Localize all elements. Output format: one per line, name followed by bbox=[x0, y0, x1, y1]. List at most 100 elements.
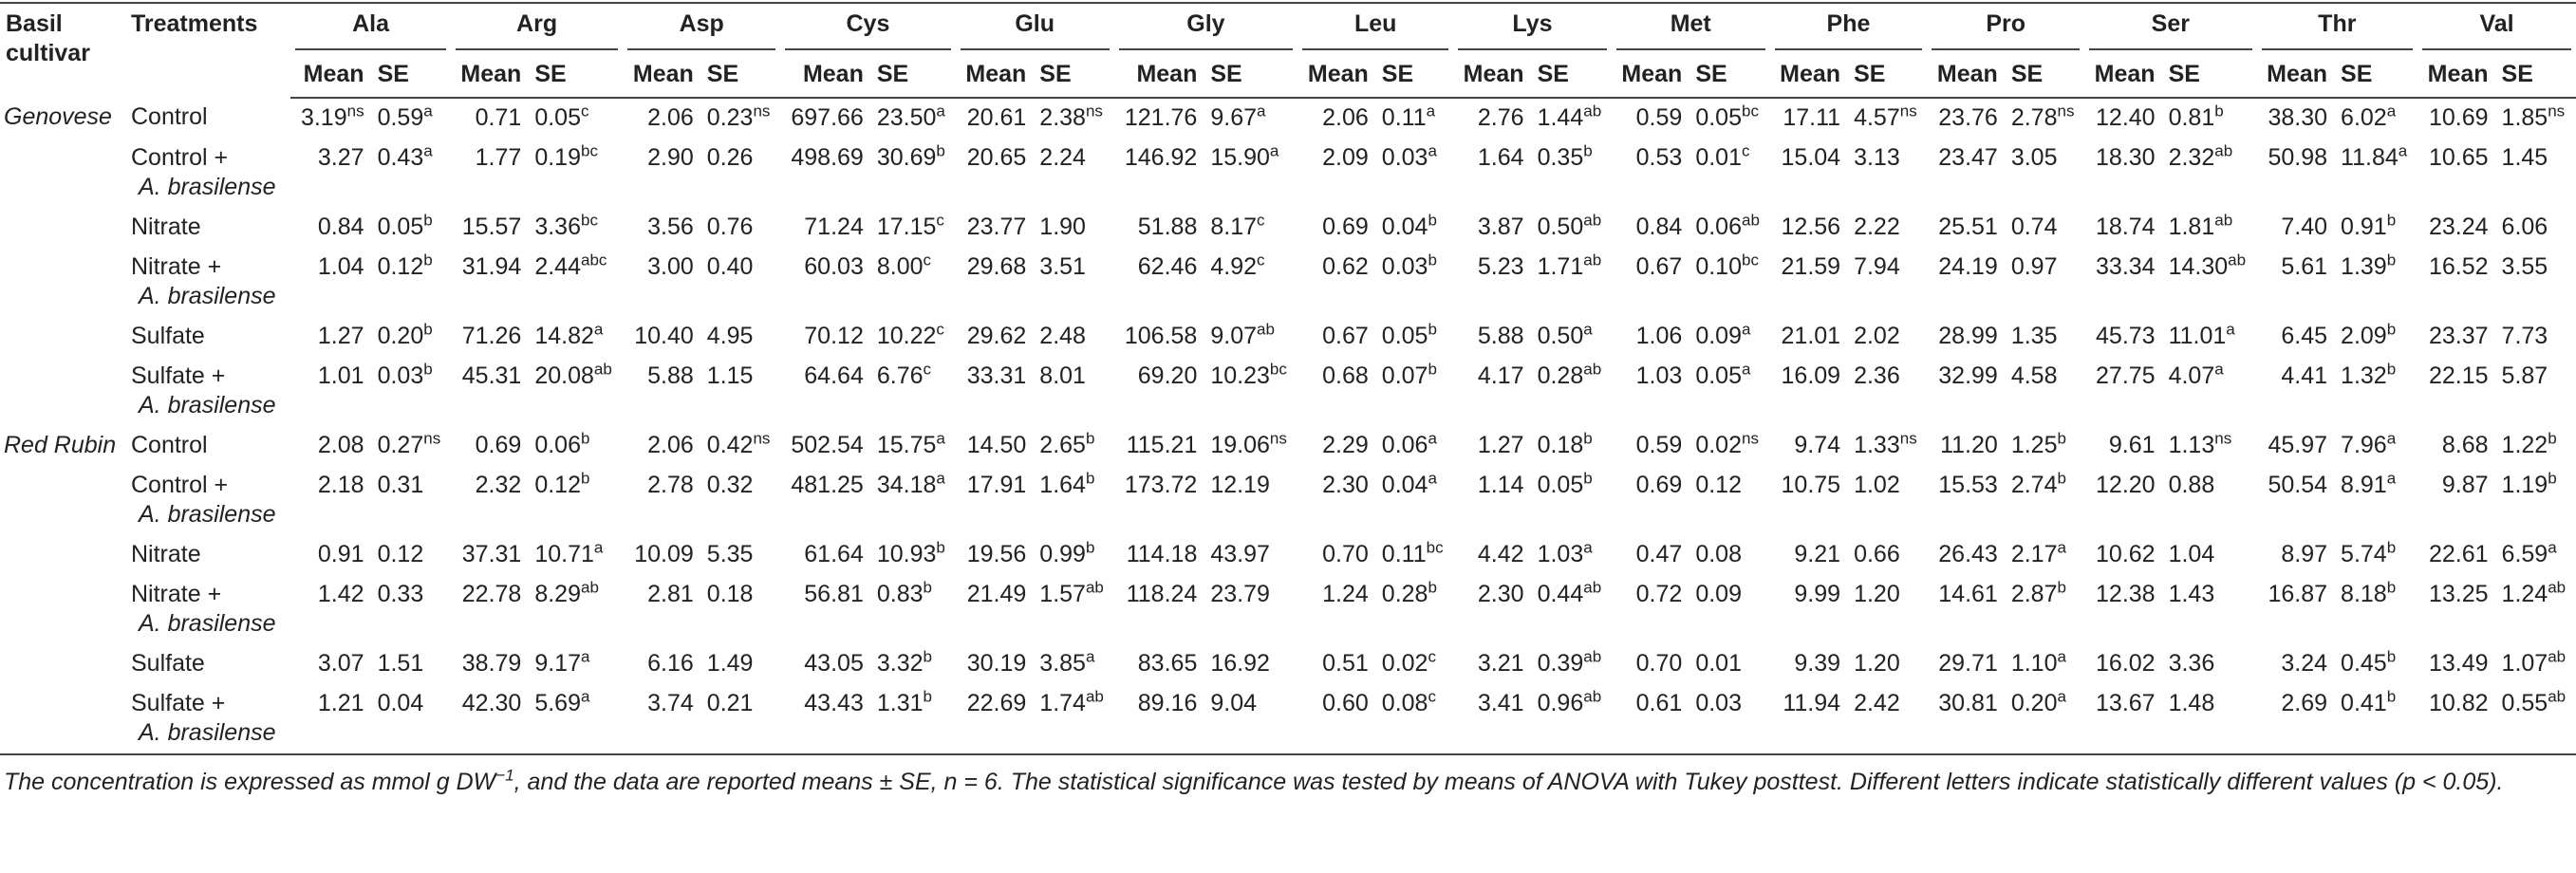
significance-letter: a bbox=[2386, 469, 2397, 488]
mean-cell: 3.56 bbox=[623, 208, 700, 248]
mean-cell: 2.90 bbox=[623, 139, 700, 208]
mean-cell: 0.72 bbox=[1612, 575, 1689, 644]
amino-acid-label: Leu bbox=[1302, 9, 1449, 50]
value: 0.12 bbox=[377, 541, 424, 567]
se-cell: 4.92c bbox=[1204, 248, 1297, 317]
se-cell: 2.65b bbox=[1034, 426, 1113, 466]
value: 45.97 bbox=[2268, 432, 2328, 458]
significance-letter: b bbox=[1428, 578, 1437, 597]
value: 9.87 bbox=[2441, 472, 2489, 498]
value: 0.83 bbox=[876, 581, 924, 607]
value: 14.82 bbox=[534, 323, 594, 349]
se-cell: 7.73 bbox=[2496, 317, 2576, 357]
value: 7.73 bbox=[2501, 323, 2548, 349]
significance-letter: c bbox=[1257, 211, 1265, 230]
mean-cell: 4.42 bbox=[1453, 535, 1531, 575]
se-cell: 0.23ns bbox=[701, 98, 780, 139]
significance-letter: a bbox=[1428, 141, 1437, 160]
mean-cell: 0.70 bbox=[1297, 535, 1375, 575]
value: 0.27 bbox=[377, 432, 424, 458]
significance-letter: ab bbox=[2228, 251, 2247, 269]
mean-cell: 1.27 bbox=[290, 317, 371, 357]
value: 0.53 bbox=[1635, 144, 1683, 171]
mean-cell: 3.41 bbox=[1453, 684, 1532, 755]
value: 6.02 bbox=[2341, 104, 2387, 131]
mean-cell: 13.67 bbox=[2084, 684, 2163, 755]
cultivar-cell bbox=[0, 248, 125, 317]
value: 10.71 bbox=[534, 541, 594, 567]
mean-cell: 14.50 bbox=[956, 426, 1034, 466]
se-cell: 0.02ns bbox=[1689, 426, 1769, 466]
value: 1.02 bbox=[1854, 472, 1900, 498]
significance-letter: b bbox=[423, 320, 433, 339]
se-cell: 9.07ab bbox=[1204, 317, 1297, 357]
se-cell: 0.01 bbox=[1689, 644, 1769, 684]
value: 16.02 bbox=[2096, 650, 2156, 677]
value: 2.06 bbox=[647, 432, 694, 458]
value: 64.64 bbox=[804, 362, 864, 389]
se-cell: 0.05b bbox=[372, 208, 451, 248]
se-header: SE bbox=[1375, 50, 1454, 99]
mean-cell: 33.34 bbox=[2084, 248, 2162, 317]
value: 0.07 bbox=[1381, 362, 1428, 389]
value: 29.62 bbox=[966, 323, 1027, 349]
value: 56.81 bbox=[804, 581, 864, 607]
se-cell: 0.18 bbox=[701, 575, 780, 644]
value: 0.42 bbox=[706, 432, 754, 458]
mean-cell: 29.71 bbox=[1927, 644, 2005, 684]
se-cell: 1.33ns bbox=[1848, 426, 1927, 466]
se-cell: 14.82a bbox=[529, 317, 623, 357]
se-header: SE bbox=[700, 50, 781, 99]
value: 0.96 bbox=[1537, 690, 1584, 716]
se-cell: 0.83b bbox=[871, 575, 956, 644]
treatment-cell: Sulfate bbox=[125, 317, 290, 357]
mean-cell: 3.24 bbox=[2257, 644, 2335, 684]
mean-cell: 14.61 bbox=[1927, 575, 2005, 644]
data-table: Basil cultivar Treatments Ala Arg Asp Cys Gl… bbox=[0, 2, 2576, 755]
value: 0.01 bbox=[1695, 144, 1742, 171]
mean-cell: 11.20 bbox=[1927, 426, 2005, 466]
value: 5.88 bbox=[1477, 323, 1524, 349]
mean-cell: 106.58 bbox=[1114, 317, 1205, 357]
amino-acid-label: Phe bbox=[1774, 9, 1923, 50]
value: 0.99 bbox=[1039, 541, 1086, 567]
significance-letter: b bbox=[1428, 360, 1437, 379]
mean-cell: 9.21 bbox=[1770, 535, 1848, 575]
se-cell: 0.04a bbox=[1376, 466, 1453, 535]
value: 0.71 bbox=[475, 104, 522, 131]
significance-letter: b bbox=[2386, 538, 2397, 557]
treatment-line: Nitrate bbox=[131, 214, 201, 240]
mean-header: Mean bbox=[1769, 50, 1849, 99]
amino-acid-label: Asp bbox=[627, 9, 776, 50]
value: 0.03 bbox=[1695, 690, 1742, 716]
mean-cell: 12.56 bbox=[1770, 208, 1848, 248]
value: 498.69 bbox=[791, 144, 864, 171]
value: 51.88 bbox=[1137, 214, 1198, 240]
significance-letter: c bbox=[1257, 251, 1265, 269]
value: 3.07 bbox=[317, 650, 364, 677]
mean-cell: 115.21 bbox=[1114, 426, 1205, 466]
se-cell: 0.96ab bbox=[1531, 684, 1612, 755]
significance-letter: a bbox=[1428, 429, 1437, 448]
amino-acid-header: Gly bbox=[1113, 2, 1298, 50]
se-cell: 1.24ab bbox=[2496, 575, 2576, 644]
data-row: Nitrate 0.91 0.12 37.31 10.71a 10.09 5.35 61.64… bbox=[0, 535, 2576, 575]
significance-letter: b bbox=[2057, 469, 2066, 488]
se-cell: 0.10bc bbox=[1689, 248, 1769, 317]
se-cell: 0.32 bbox=[701, 466, 780, 535]
mean-header: Mean bbox=[290, 50, 372, 99]
se-cell: 0.33 bbox=[372, 575, 451, 644]
value: 26.43 bbox=[1938, 541, 1998, 567]
mean-cell: 17.91 bbox=[956, 466, 1034, 535]
se-cell: 2.17a bbox=[2006, 535, 2084, 575]
value: 0.04 bbox=[377, 690, 424, 716]
significance-letter: b bbox=[2057, 429, 2066, 448]
value: 8.01 bbox=[1039, 362, 1086, 389]
se-cell: 0.03b bbox=[372, 357, 451, 426]
se-cell: 0.11bc bbox=[1376, 535, 1453, 575]
se-cell: 15.90a bbox=[1204, 139, 1297, 208]
data-row: Control + A. brasilense 3.27 0.43a 1.77 0.19b… bbox=[0, 139, 2576, 208]
mean-cell: 3.21 bbox=[1453, 644, 1531, 684]
value: 22.15 bbox=[2428, 362, 2489, 389]
